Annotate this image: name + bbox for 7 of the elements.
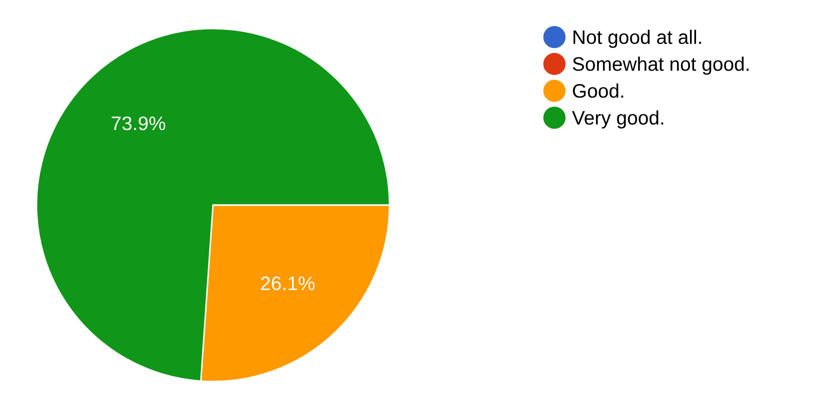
legend-label: Very good.: [572, 110, 664, 129]
data-label: 73.9%: [112, 116, 166, 130]
data-label: 26.1%: [261, 276, 315, 290]
legend-label: Good.: [572, 84, 624, 98]
legend-label: Somewhat not good.: [572, 56, 749, 75]
legend-label: Not good at all.: [574, 30, 701, 48]
pie-slice: [36, 28, 390, 382]
